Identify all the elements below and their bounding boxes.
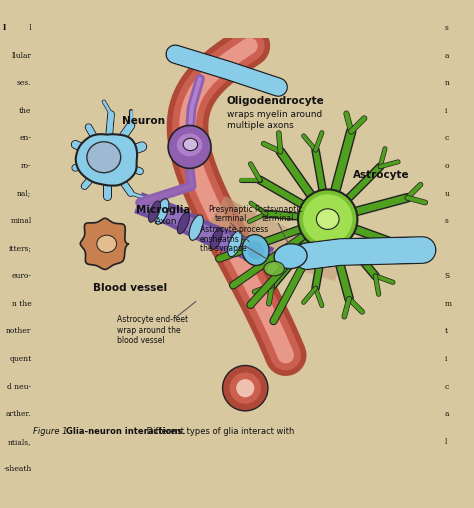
Ellipse shape [87, 142, 121, 173]
Text: terminal: terminal [215, 214, 247, 223]
Text: m: m [445, 300, 452, 308]
Ellipse shape [148, 201, 161, 223]
Text: l: l [27, 24, 32, 32]
Text: Astrocyte end-feet: Astrocyte end-feet [118, 315, 189, 324]
Text: llular: llular [11, 52, 32, 60]
Text: n the: n the [12, 300, 32, 308]
Text: quent: quent [9, 355, 32, 363]
Text: wraps myelin around: wraps myelin around [227, 110, 322, 119]
Ellipse shape [264, 262, 284, 276]
Text: d neu-: d neu- [8, 383, 32, 391]
Ellipse shape [97, 235, 117, 252]
Ellipse shape [242, 235, 269, 266]
Text: l: l [445, 438, 447, 446]
Text: itters;: itters; [9, 245, 32, 253]
Ellipse shape [177, 212, 190, 234]
Circle shape [223, 365, 268, 411]
Text: ensheaths: ensheaths [200, 235, 240, 244]
Text: i: i [445, 107, 447, 115]
Text: arther.: arther. [6, 410, 32, 418]
Text: i: i [445, 355, 447, 363]
Circle shape [168, 125, 211, 168]
Text: a: a [445, 410, 449, 418]
Text: o: o [445, 162, 449, 170]
Text: Figure 1: Figure 1 [33, 427, 67, 436]
Ellipse shape [177, 134, 202, 156]
Ellipse shape [228, 231, 242, 257]
Text: ntials,: ntials, [8, 438, 32, 446]
Text: -sheath: -sheath [3, 465, 32, 473]
Ellipse shape [274, 244, 307, 269]
Text: Oligodendrocyte: Oligodendrocyte [227, 96, 324, 106]
Text: Microglia: Microglia [136, 205, 191, 215]
Text: blood vessel: blood vessel [118, 336, 165, 345]
Circle shape [298, 189, 357, 249]
Text: nal;: nal; [17, 189, 32, 198]
Text: c: c [445, 135, 449, 142]
Text: s: s [445, 217, 448, 225]
Circle shape [229, 372, 261, 404]
Ellipse shape [64, 122, 155, 205]
Polygon shape [80, 218, 129, 269]
Text: Neuron: Neuron [121, 116, 164, 126]
Text: the: the [19, 107, 32, 115]
Text: euro-: euro- [11, 272, 32, 280]
Text: Axon: Axon [155, 217, 177, 226]
Text: a: a [445, 52, 449, 60]
Text: Different types of glia interact with: Different types of glia interact with [144, 427, 294, 436]
Text: Glia-neuron interactions.: Glia-neuron interactions. [66, 427, 185, 436]
Text: Astrocyte process: Astrocyte process [200, 225, 268, 234]
Circle shape [236, 379, 255, 397]
Polygon shape [76, 134, 137, 185]
Text: Blood vessel: Blood vessel [92, 283, 167, 293]
Text: ses.: ses. [17, 79, 32, 87]
Text: u: u [445, 189, 450, 198]
Text: minal: minal [10, 217, 32, 225]
Text: s: s [445, 24, 448, 32]
Ellipse shape [247, 241, 264, 259]
Circle shape [303, 195, 353, 244]
Text: nother: nother [6, 328, 32, 335]
Ellipse shape [210, 228, 222, 249]
Text: ro-: ro- [21, 162, 32, 170]
Ellipse shape [183, 138, 198, 151]
Text: S: S [445, 272, 450, 280]
Text: t: t [445, 328, 448, 335]
Text: Astrocyte: Astrocyte [353, 170, 409, 180]
Text: Postsynaptic: Postsynaptic [254, 205, 302, 214]
Text: c: c [445, 383, 449, 391]
Text: Presynaptic: Presynaptic [209, 205, 253, 214]
Text: terminal: terminal [262, 214, 294, 223]
Text: n: n [445, 79, 450, 87]
Ellipse shape [155, 199, 169, 224]
Text: en-: en- [19, 135, 32, 142]
Ellipse shape [189, 215, 203, 240]
Ellipse shape [255, 147, 400, 291]
Text: the synapse: the synapse [200, 244, 246, 253]
Ellipse shape [316, 209, 339, 230]
Text: multiple axons: multiple axons [227, 120, 293, 130]
Text: l: l [3, 24, 7, 32]
Text: wrap around the: wrap around the [118, 326, 181, 334]
